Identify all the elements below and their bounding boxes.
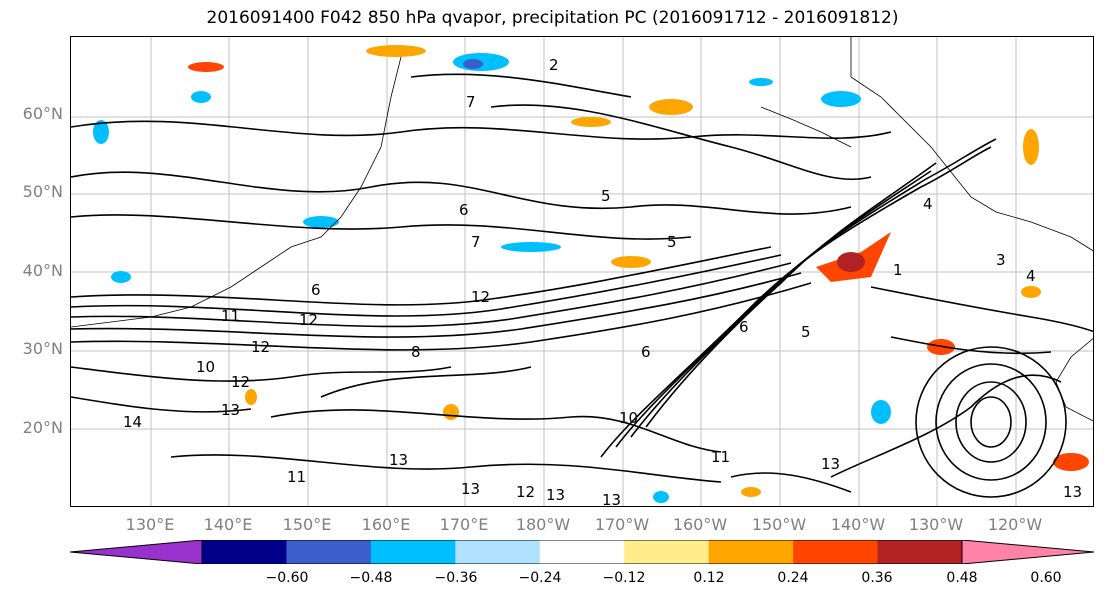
- lat-label: 30°N: [22, 339, 63, 358]
- contour-label: 14: [123, 413, 142, 431]
- lon-label: 140°W: [830, 515, 886, 534]
- contour-label: 3: [996, 251, 1006, 269]
- contour-label: 7: [466, 93, 476, 111]
- lon-label: 150°E: [282, 515, 332, 534]
- contour-label: 10: [619, 409, 638, 427]
- contour-label: 13: [461, 480, 480, 498]
- map-panel: 2 5 6 7 5 12 11 12 6 8 10 12 13 14 13 11…: [70, 36, 1094, 507]
- contour-label: 2: [549, 56, 559, 74]
- contour-label: 12: [251, 338, 270, 356]
- contour-label: 5: [667, 233, 677, 251]
- contour-label: 7: [471, 233, 481, 251]
- contour-label: 6: [459, 201, 469, 219]
- lon-label: 170°W: [594, 515, 650, 534]
- map-title: 2016091400 F042 850 hPa qvapor, precipit…: [206, 8, 899, 28]
- colorbar-tick-label: 0.24: [777, 570, 809, 586]
- colorbar-extend-low: [70, 540, 202, 564]
- colorbar-tick-label: −0.24: [518, 570, 562, 586]
- colorbar-segment: [370, 540, 456, 564]
- contour-labels: 2 5 6 7 5 12 11 12 6 8 10 12 13 14 13 11…: [123, 56, 1082, 507]
- contour-label: 12: [471, 288, 490, 306]
- contour-label: 11: [221, 307, 240, 325]
- lon-label: 140°E: [203, 515, 253, 534]
- colorbar-extend-high: [962, 540, 1094, 564]
- colorbar-segment: [286, 540, 372, 564]
- contour-label: 10: [196, 358, 215, 376]
- contour-label: 12: [299, 311, 318, 329]
- lat-label: 50°N: [22, 182, 63, 201]
- precip-shading: [93, 45, 1089, 503]
- lon-label: 130°E: [125, 515, 175, 534]
- colorbar: [70, 540, 1094, 564]
- colorbar-segment: [539, 540, 625, 564]
- contour-label: 6: [641, 343, 651, 361]
- colorbar-segment: [455, 540, 541, 564]
- contour-label: 1: [893, 261, 903, 279]
- contour-label: 5: [801, 323, 811, 341]
- colorbar-tick-label: −0.36: [434, 570, 478, 586]
- contour-label: 12: [516, 483, 535, 501]
- contour-label: 13: [546, 486, 565, 504]
- contour-label: 13: [1063, 483, 1082, 501]
- contour-label: 5: [601, 187, 611, 205]
- contour-label: 13: [821, 455, 840, 473]
- colorbar-segment: [793, 540, 879, 564]
- colorbar-segment: [708, 540, 794, 564]
- lon-label: 160°E: [361, 515, 411, 534]
- colorbar-segment: [877, 540, 963, 564]
- colorbar-segment: [624, 540, 710, 564]
- colorbar-segment: [202, 540, 287, 564]
- lat-label: 60°N: [22, 104, 63, 123]
- contour-label: 12: [231, 373, 250, 391]
- coastlines: [71, 37, 1093, 422]
- qvapor-contours: [71, 73, 1093, 498]
- lon-label: 170°E: [439, 515, 489, 534]
- contour-label: 8: [411, 343, 421, 361]
- graticule: [71, 37, 1093, 506]
- lon-label: 120°W: [987, 515, 1043, 534]
- contour-label: 6: [739, 318, 749, 336]
- contour-label: 4: [923, 195, 933, 213]
- colorbar-tick-label: −0.12: [602, 570, 646, 586]
- colorbar-tick-label: −0.48: [349, 570, 393, 586]
- lon-label: 160°W: [672, 515, 728, 534]
- lat-label: 40°N: [22, 261, 63, 280]
- lat-label: 20°N: [22, 418, 63, 437]
- colorbar-tick-label: 0.36: [861, 570, 893, 586]
- contour-label: 11: [287, 468, 306, 486]
- map-canvas: 2 5 6 7 5 12 11 12 6 8 10 12 13 14 13 11…: [71, 37, 1093, 507]
- colorbar-tick-label: 0.48: [946, 570, 978, 586]
- lon-label: 150°W: [751, 515, 807, 534]
- colorbar-tick-label: 0.60: [1030, 570, 1062, 586]
- contour-label: 13: [602, 491, 621, 507]
- colorbar-segments: [70, 540, 1094, 564]
- contour-label: 13: [221, 401, 240, 419]
- contour-label: 4: [1026, 267, 1036, 285]
- lon-label: 180°W: [515, 515, 571, 534]
- contour-label: 11: [711, 448, 730, 466]
- lon-label: 130°W: [908, 515, 964, 534]
- colorbar-tick-label: −0.60: [265, 570, 309, 586]
- contour-label: 6: [311, 281, 321, 299]
- contour-label: 13: [389, 451, 408, 469]
- colorbar-tick-label: 0.12: [693, 570, 725, 586]
